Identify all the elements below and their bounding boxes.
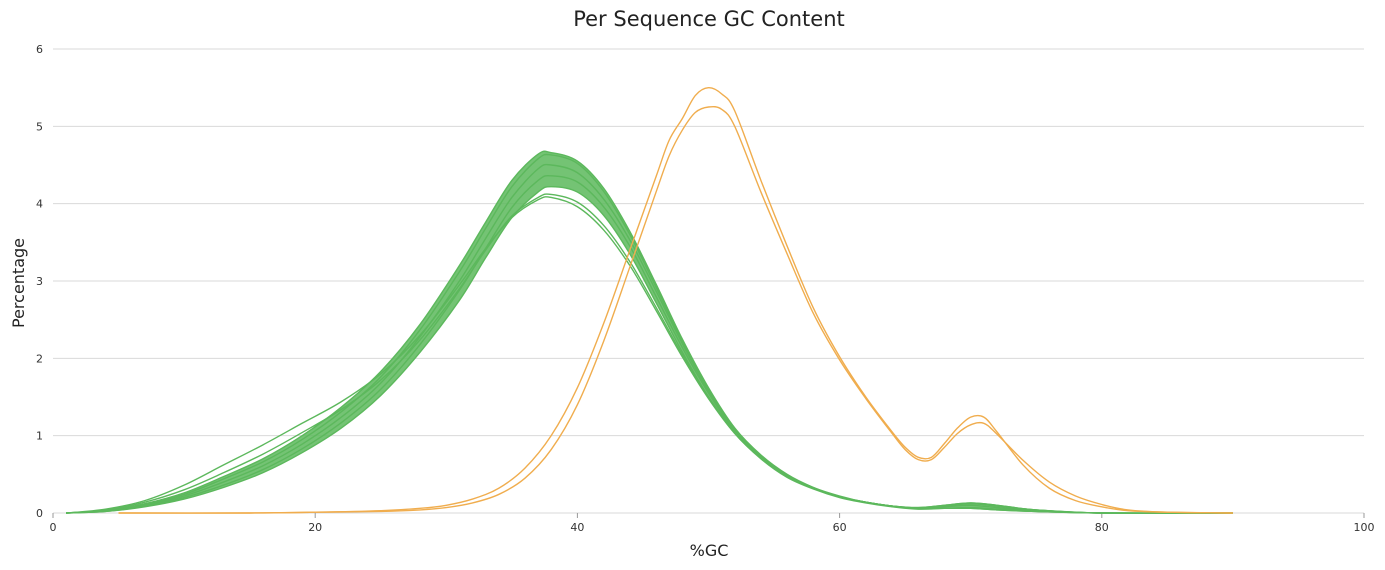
series-line-pass — [66, 196, 1233, 514]
x-axis-label: %GC — [690, 541, 729, 560]
x-tick-label: 40 — [570, 521, 584, 534]
x-axis-ticks: 0 20 40 60 80 100 — [50, 513, 1375, 534]
y-axis-ticks: 0 1 2 3 4 5 6 — [36, 43, 43, 520]
series-lines — [66, 86, 1233, 514]
series-band-pass — [66, 151, 1233, 514]
y-tick-label: 3 — [36, 275, 43, 288]
y-tick-label: 2 — [36, 352, 43, 365]
series-line-pass — [66, 175, 1233, 514]
x-tick-label: 60 — [833, 521, 847, 534]
y-axis-label: Percentage — [9, 238, 28, 328]
y-tick-label: 4 — [36, 198, 43, 211]
series-line-warn — [118, 86, 1233, 514]
x-tick-label: 0 — [50, 521, 57, 534]
y-tick-label: 1 — [36, 430, 43, 443]
y-tick-label: 6 — [36, 43, 43, 56]
x-tick-label: 80 — [1095, 521, 1109, 534]
y-tick-label: 0 — [36, 507, 43, 520]
series-line-pass — [66, 150, 1233, 514]
x-tick-label: 100 — [1354, 521, 1375, 534]
gridlines — [53, 48, 1364, 514]
series-line-warn — [118, 105, 1233, 514]
x-tick-label: 20 — [308, 521, 322, 534]
y-tick-label: 5 — [36, 120, 43, 133]
series-line-pass — [66, 153, 1233, 514]
series-line-pass — [66, 193, 1233, 514]
chart-title: Per Sequence GC Content — [573, 7, 845, 31]
series-line-pass — [66, 163, 1233, 514]
